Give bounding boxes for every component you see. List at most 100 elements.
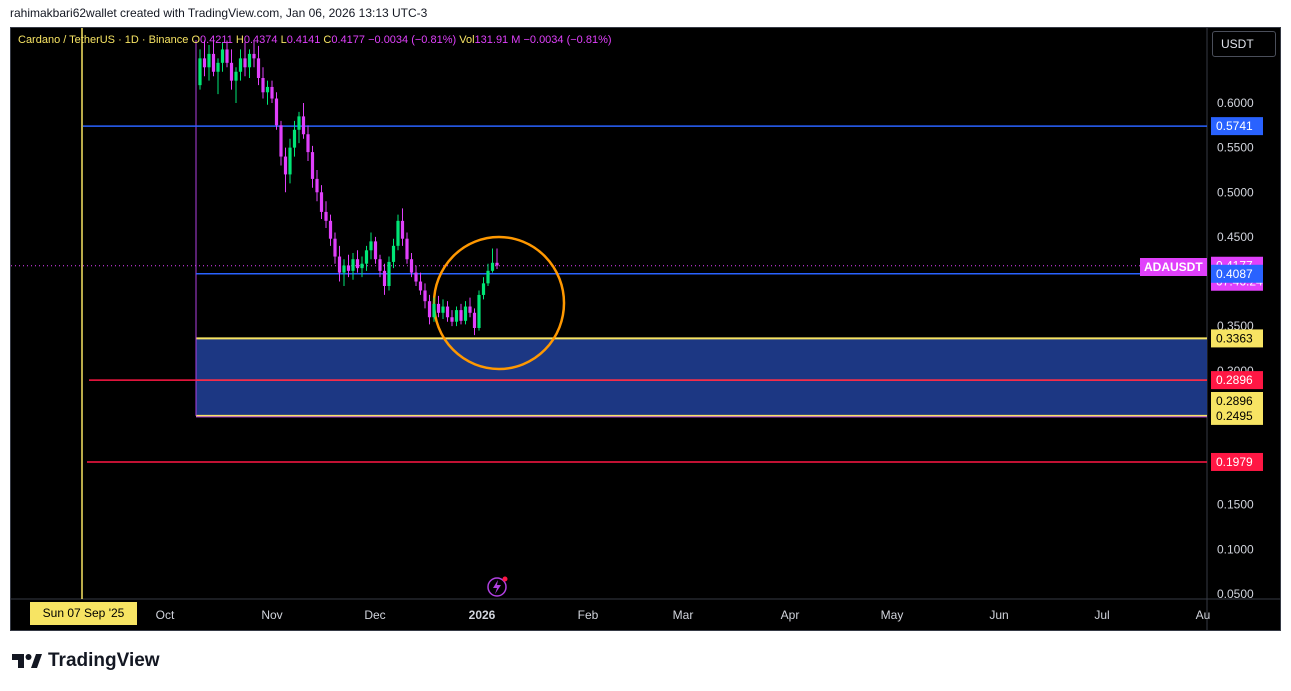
candle <box>315 169 319 202</box>
alert-icon-ring <box>487 577 507 597</box>
zone-label-bottom-bg <box>1211 406 1263 425</box>
candle-body <box>360 263 364 269</box>
time-tick-label: Apr <box>781 608 800 622</box>
zone-label-mid-bg <box>1211 392 1263 410</box>
candle <box>211 40 216 77</box>
candle-body <box>283 156 288 175</box>
candle <box>288 138 292 184</box>
candle <box>445 301 450 322</box>
time-tick-label: Oct <box>156 608 175 622</box>
candle <box>396 214 400 251</box>
candle <box>418 272 423 295</box>
candle <box>409 252 414 278</box>
candle-body <box>333 238 337 257</box>
time-axis: Oct Nov Dec 2026 Feb Mar Apr May Jun Jul Au <box>156 608 1211 622</box>
price-tick-label: 0.0500 <box>1217 587 1254 601</box>
candle-body <box>382 270 387 287</box>
candle <box>207 44 211 81</box>
candle-body <box>495 262 499 266</box>
candle-body <box>346 265 351 271</box>
candle <box>292 120 297 157</box>
candle <box>256 45 261 86</box>
legend-open: 0.4211 <box>200 34 233 46</box>
candle-body <box>243 58 247 68</box>
legend-low: 0.4141 <box>286 34 321 46</box>
candle-body <box>310 152 315 179</box>
time-tick-label: Feb <box>578 608 599 622</box>
candle <box>423 283 427 309</box>
chart-attribution: rahimakbari62wallet created with Trading… <box>10 6 428 20</box>
candle <box>279 120 283 166</box>
price-tick-label: 0.5000 <box>1217 185 1254 199</box>
candle-body <box>445 306 450 318</box>
candle-body <box>414 272 418 282</box>
legend-open-label: O <box>191 34 201 46</box>
candle <box>297 111 301 144</box>
candle-body <box>391 245 396 262</box>
legend-symbol[interactable]: Cardano / TetherUS · 1D · Binance <box>18 34 189 46</box>
currency-button[interactable]: USDT <box>1212 31 1276 57</box>
candle-body <box>220 49 225 63</box>
time-tick-label: Jul <box>1094 608 1109 622</box>
level-label-0.5741-bg <box>1211 117 1263 136</box>
tradingview-logo[interactable]: TradingView <box>12 650 160 672</box>
candle <box>427 294 432 325</box>
legend-low-label: L <box>280 34 287 46</box>
candle-body <box>373 241 378 260</box>
time-tick-label: Mar <box>673 608 694 622</box>
symbol-legend[interactable]: Cardano / TetherUS · 1D · Binance O0.421… <box>18 34 612 46</box>
alert-icon-bolt <box>493 580 501 594</box>
level-label-0.1979: 0.1979 <box>1216 455 1253 469</box>
price-tick-label: 0.1000 <box>1217 542 1254 556</box>
alert-lightning-icon[interactable] <box>487 576 508 597</box>
candle-body <box>292 129 297 148</box>
candle <box>454 306 459 327</box>
candle-body <box>337 256 342 273</box>
price-tick-label: 0.4500 <box>1217 230 1254 244</box>
candle <box>328 214 333 246</box>
legend-vol-label: Vol <box>459 34 475 46</box>
chart-frame[interactable] <box>10 27 1281 631</box>
demand-zone[interactable] <box>196 338 1207 416</box>
candle <box>274 92 279 130</box>
candle <box>351 252 355 280</box>
time-tick-label: Au <box>1196 608 1211 622</box>
level-label-0.2896-bg <box>1211 371 1263 390</box>
candle-body <box>436 303 441 313</box>
candle <box>405 232 409 264</box>
candle-body <box>301 116 306 135</box>
price-tick-label: 0.6000 <box>1217 96 1254 110</box>
candle-body <box>454 310 459 322</box>
candle <box>373 236 378 264</box>
level-label-0.2896: 0.2896 <box>1216 373 1253 387</box>
candle-body <box>423 290 427 302</box>
chart-overlays <box>11 28 1280 630</box>
candle-body <box>207 53 211 68</box>
candle-body <box>202 58 207 68</box>
candle <box>333 232 337 264</box>
candle <box>490 248 495 273</box>
candle-body <box>297 116 301 130</box>
candle <box>463 301 468 325</box>
candle <box>378 254 382 278</box>
candle <box>495 248 499 270</box>
candle-body <box>405 238 409 260</box>
candle <box>486 263 490 287</box>
candle-body <box>486 270 490 284</box>
candle-body <box>477 294 481 328</box>
candle <box>220 42 225 72</box>
candle <box>481 277 486 300</box>
candle <box>432 297 436 322</box>
candle <box>355 250 360 273</box>
candle <box>198 49 202 90</box>
candle-body <box>238 58 243 72</box>
legend-change: −0.0034 (−0.81%) <box>368 34 457 46</box>
candle <box>387 256 391 291</box>
candle <box>283 147 288 193</box>
level-label-0.1979-bg <box>1211 452 1263 471</box>
candle-body <box>441 306 445 313</box>
crosshair-date-badge: Sun 07 Sep '25 <box>30 602 137 625</box>
zone-label-top-bg <box>1211 329 1263 348</box>
candle-body <box>468 306 472 313</box>
